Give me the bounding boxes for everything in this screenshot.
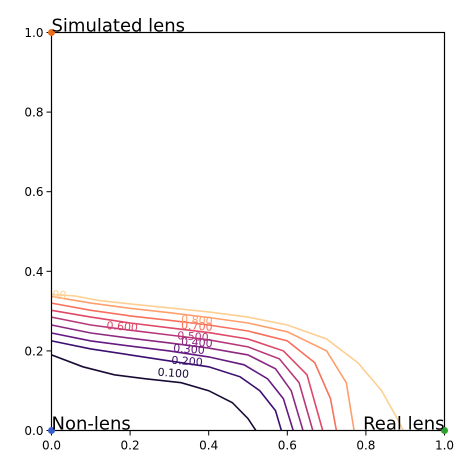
contour-label-6: 0.700 [181, 319, 213, 334]
contour-label-0: 0.100 [157, 366, 189, 381]
x-tick-label-0: 0.0 [42, 439, 61, 453]
contour-line-7 [51, 295, 355, 431]
contour-line-0 [51, 354, 257, 431]
plot-frame [50, 31, 446, 432]
x-tick-label-5: 1.0 [435, 439, 454, 453]
corner-marker-0 [48, 29, 55, 36]
contour-line-6 [51, 302, 338, 431]
y-tick-label-3: 0.6 [24, 185, 43, 199]
contour-label-2: 0.300 [173, 342, 205, 357]
contour-label-1: 0.200 [171, 354, 203, 369]
corner-label-1: Non-lens [52, 414, 131, 435]
corner-marker-2 [441, 427, 448, 434]
x-tick-label-2: 0.4 [199, 439, 218, 453]
corner-marker-1 [48, 427, 55, 434]
ticks-layer: 0.0 0.2 0.4 0.6 0.8 1.0 0.0 0.2 0.4 0.6 0.8 1.0 [24, 26, 454, 453]
contour-label-4: 0.500 [177, 329, 209, 344]
contour-line-2 [51, 332, 294, 431]
contour-line-5 [51, 309, 324, 431]
contour-line-1 [51, 340, 283, 431]
contour-label-3: 0.400 [181, 335, 213, 350]
x-tick-label-3: 0.6 [278, 439, 297, 453]
contour-line-4 [51, 316, 314, 431]
corner-label-0: Simulated lens [52, 16, 186, 37]
y-tick-label-0: 0.0 [24, 424, 43, 438]
corner-label-2: Real lens [363, 414, 444, 435]
contours-layer [51, 293, 404, 431]
y-tick-label-4: 0.8 [24, 106, 43, 120]
y-tick-label-2: 0.4 [24, 265, 43, 279]
y-tick-label-1: 0.2 [24, 344, 43, 358]
contour-line-3 [51, 324, 304, 431]
contour-line-8 [51, 293, 404, 431]
x-tick-label-1: 0.2 [121, 439, 140, 453]
contour-label-8: 00 [52, 288, 67, 302]
contour-label-5: 0.600 [106, 319, 138, 334]
y-tick-label-5: 1.0 [24, 26, 43, 40]
x-tick-label-4: 0.8 [356, 439, 375, 453]
contour-label-7: 0.800 [181, 313, 213, 328]
